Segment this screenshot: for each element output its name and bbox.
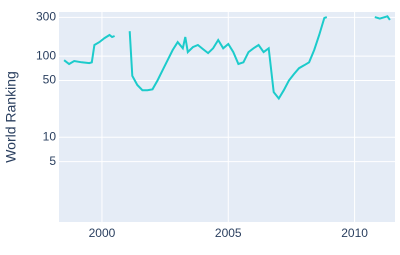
x-tick-label: 2000 [89, 226, 116, 240]
plot-area [59, 12, 395, 222]
y-tick-label: 100 [36, 48, 56, 62]
y-tick-label: 50 [43, 73, 57, 87]
y-tick-label: 300 [36, 10, 56, 24]
x-tick-label: 2005 [215, 226, 242, 240]
y-tick-label: 10 [43, 129, 57, 143]
y-axis-label: World Ranking [3, 71, 19, 163]
x-tick-label: 2010 [341, 226, 368, 240]
line [63, 15, 391, 101]
y-tick-label: 5 [49, 154, 56, 168]
